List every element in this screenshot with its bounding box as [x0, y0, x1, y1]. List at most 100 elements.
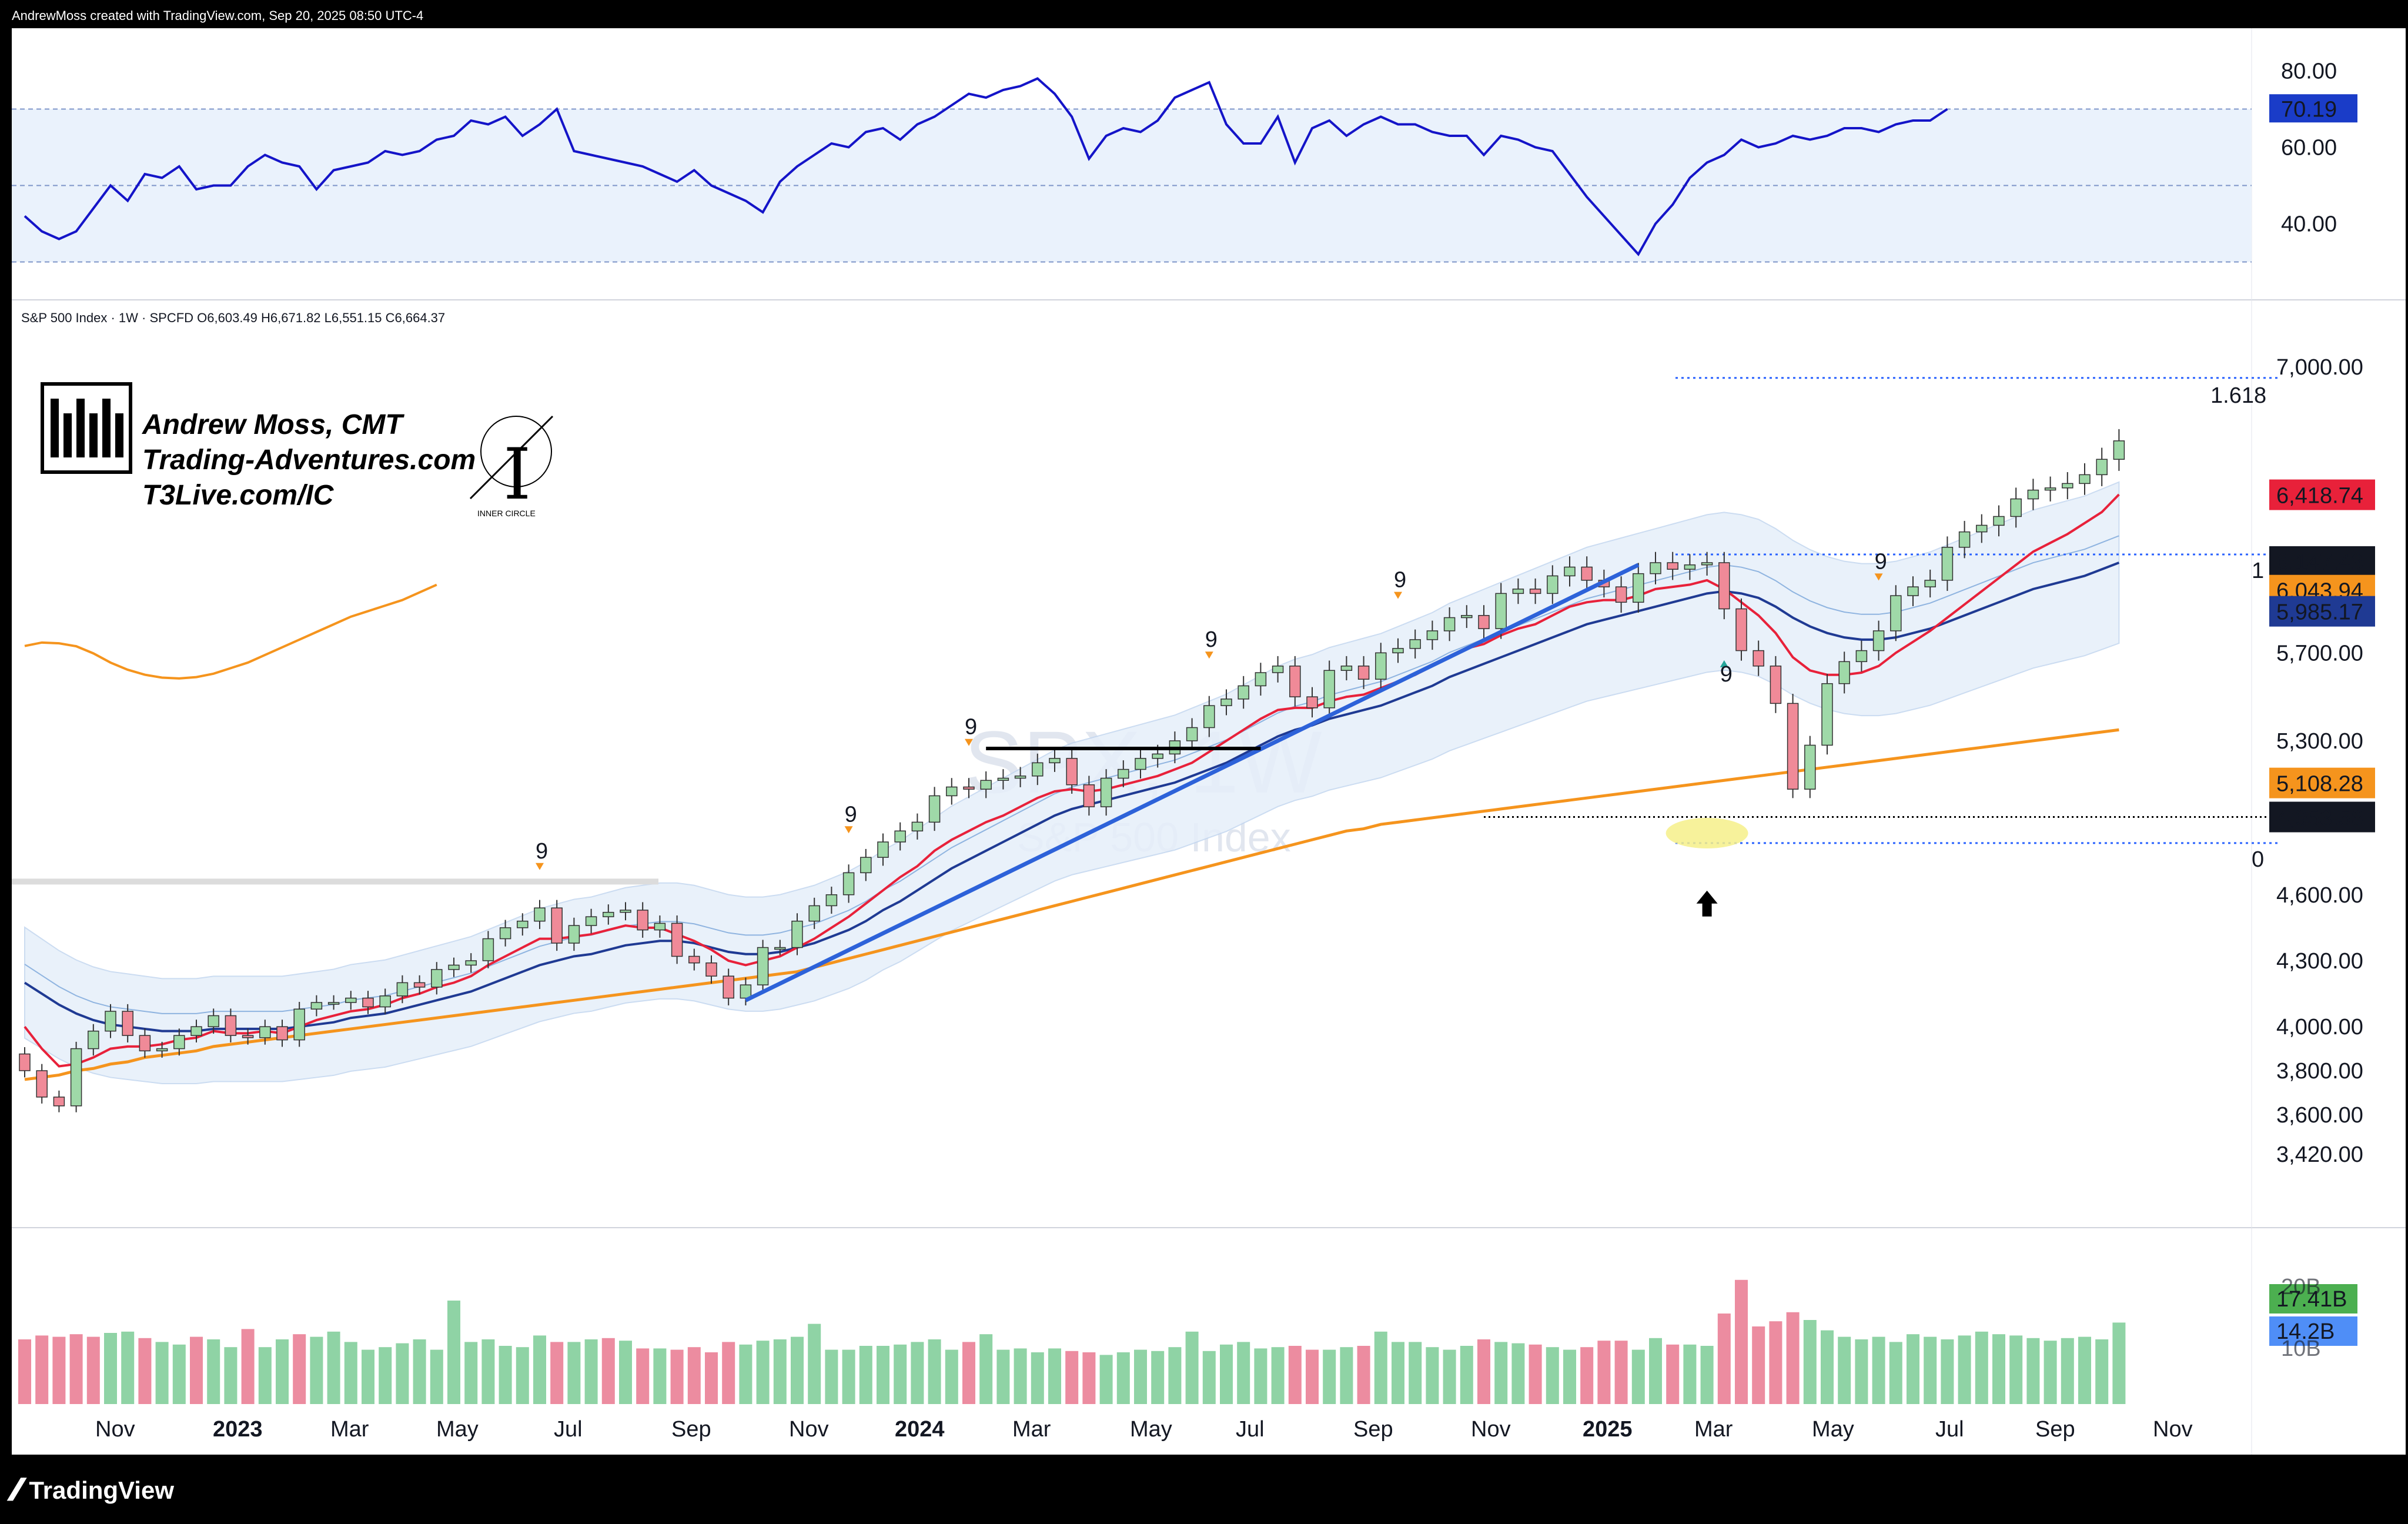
- x-tick-label: 2024: [895, 1417, 945, 1442]
- setup-arrow-icon: [1394, 591, 1402, 599]
- volume-bar: [1889, 1342, 1902, 1404]
- candle-body: [122, 1011, 133, 1036]
- price-tick-label: 3,600.00: [2276, 1103, 2363, 1128]
- candle-body: [88, 1030, 99, 1050]
- volume-bar: [1220, 1344, 1233, 1404]
- volume-bar: [1511, 1343, 1525, 1404]
- candle-body: [1323, 670, 1335, 708]
- candle-body: [1512, 589, 1524, 594]
- candle-body: [1100, 777, 1112, 807]
- candle-body: [1238, 685, 1249, 700]
- x-tick-label: 2023: [213, 1417, 263, 1442]
- candle-body: [2096, 459, 2108, 476]
- volume-bar: [1048, 1348, 1061, 1404]
- candle-body: [1976, 524, 1988, 533]
- volume-bar: [499, 1346, 512, 1404]
- candle-body: [757, 947, 769, 985]
- volume-bar: [636, 1348, 650, 1404]
- candle-body: [362, 997, 374, 1008]
- volume-bar: [1185, 1331, 1199, 1404]
- volume-bar: [464, 1342, 478, 1404]
- volume-value-label: 17.41B: [2276, 1287, 2347, 1312]
- rsi-tick-label: 60.00: [2281, 136, 2337, 161]
- volume-bar: [1631, 1349, 1645, 1404]
- x-tick-label: Nov: [1471, 1417, 1511, 1442]
- setup-arrow-icon: [1720, 660, 1728, 667]
- candle-body: [1615, 586, 1627, 603]
- volume-bar: [1460, 1346, 1473, 1404]
- candle-body: [259, 1026, 271, 1038]
- volume-bar: [327, 1331, 340, 1404]
- candle-body: [2062, 483, 2073, 489]
- price-value-badge: [2269, 479, 2375, 510]
- candle-body: [1220, 698, 1232, 706]
- candle-body: [208, 1015, 219, 1027]
- volume-value-badge: [2269, 1284, 2357, 1314]
- candle-body: [413, 982, 426, 988]
- candle-body: [2010, 498, 2022, 517]
- trendline: [744, 563, 1640, 1002]
- volume-bar: [808, 1324, 821, 1404]
- candle-body: [2079, 474, 2091, 484]
- volume-bar: [1803, 1320, 1817, 1404]
- price-tick-label: 3,800.00: [2276, 1059, 2363, 1084]
- volume-bar: [1752, 1326, 1765, 1404]
- candle-body: [1066, 758, 1078, 786]
- volume-bar: [705, 1352, 718, 1404]
- candle-body: [637, 910, 648, 931]
- chart-svg[interactable]: 80.00 60.00 40.00 70.19 S&P 500 Index · 1W ·…: [12, 28, 2406, 1455]
- volume-bar: [447, 1301, 460, 1404]
- chart-frame[interactable]: 80.00 60.00 40.00 70.19 S&P 500 Index · 1W ·…: [12, 28, 2406, 1455]
- rsi-current-value: 70.19: [2281, 97, 2337, 122]
- price-value-badge: [2269, 801, 2375, 833]
- candle-body: [156, 1048, 168, 1052]
- x-tick-label: Sep: [671, 1417, 711, 1442]
- setup-arrow-icon: [844, 826, 853, 834]
- volume-bar: [1666, 1344, 1680, 1404]
- fib-level-label: 0: [2252, 847, 2264, 872]
- candle-body: [740, 984, 752, 999]
- candle-body: [808, 905, 820, 922]
- candle-body: [911, 821, 924, 832]
- price-value-label: 4,953.56: [2276, 806, 2363, 831]
- candle-body: [1083, 784, 1095, 807]
- volume-value-badge: [2269, 1316, 2357, 1346]
- volume-bar: [1683, 1344, 1697, 1404]
- candle-body: [1872, 630, 1885, 651]
- candle-body: [1014, 776, 1026, 779]
- volume-bar: [1374, 1331, 1387, 1404]
- price-tick-label: 3,420.00: [2276, 1142, 2363, 1167]
- candle-body: [1924, 580, 1936, 587]
- rsi-tick-label: 80.00: [2281, 59, 2337, 84]
- candle-body: [1306, 696, 1318, 708]
- volume-bar: [52, 1336, 66, 1404]
- candle-body: [1907, 586, 1919, 596]
- volume-bar: [207, 1339, 220, 1404]
- candle-body: [1255, 672, 1267, 687]
- volume-value-label: 14.2B: [2276, 1319, 2335, 1344]
- volume-bar: [722, 1342, 735, 1404]
- candle-body: [1478, 615, 1490, 629]
- volume-bar: [739, 1344, 752, 1404]
- x-tick-label: Mar: [1694, 1417, 1733, 1442]
- candle-body: [225, 1015, 237, 1036]
- candle-body: [2113, 440, 2125, 460]
- setup-count-label: 9: [1720, 662, 1733, 687]
- x-tick-label: Jul: [554, 1417, 583, 1442]
- volume-bar: [1031, 1352, 1044, 1404]
- volume-bar: [687, 1347, 701, 1404]
- candle-body: [603, 911, 614, 917]
- candle-body: [1461, 615, 1473, 619]
- volume-bar: [550, 1342, 564, 1404]
- candle-body: [19, 1053, 31, 1071]
- candle-body: [1564, 566, 1576, 577]
- volume-bar: [2009, 1335, 2023, 1404]
- volume-bar: [1306, 1349, 1319, 1404]
- candle-body: [173, 1035, 185, 1050]
- volume-bar: [1202, 1351, 1216, 1404]
- volume-bar: [877, 1346, 889, 1404]
- volume-bar: [121, 1331, 135, 1404]
- volume-bar: [362, 1349, 374, 1404]
- volume-bar: [1357, 1346, 1370, 1404]
- candle-body: [654, 923, 666, 931]
